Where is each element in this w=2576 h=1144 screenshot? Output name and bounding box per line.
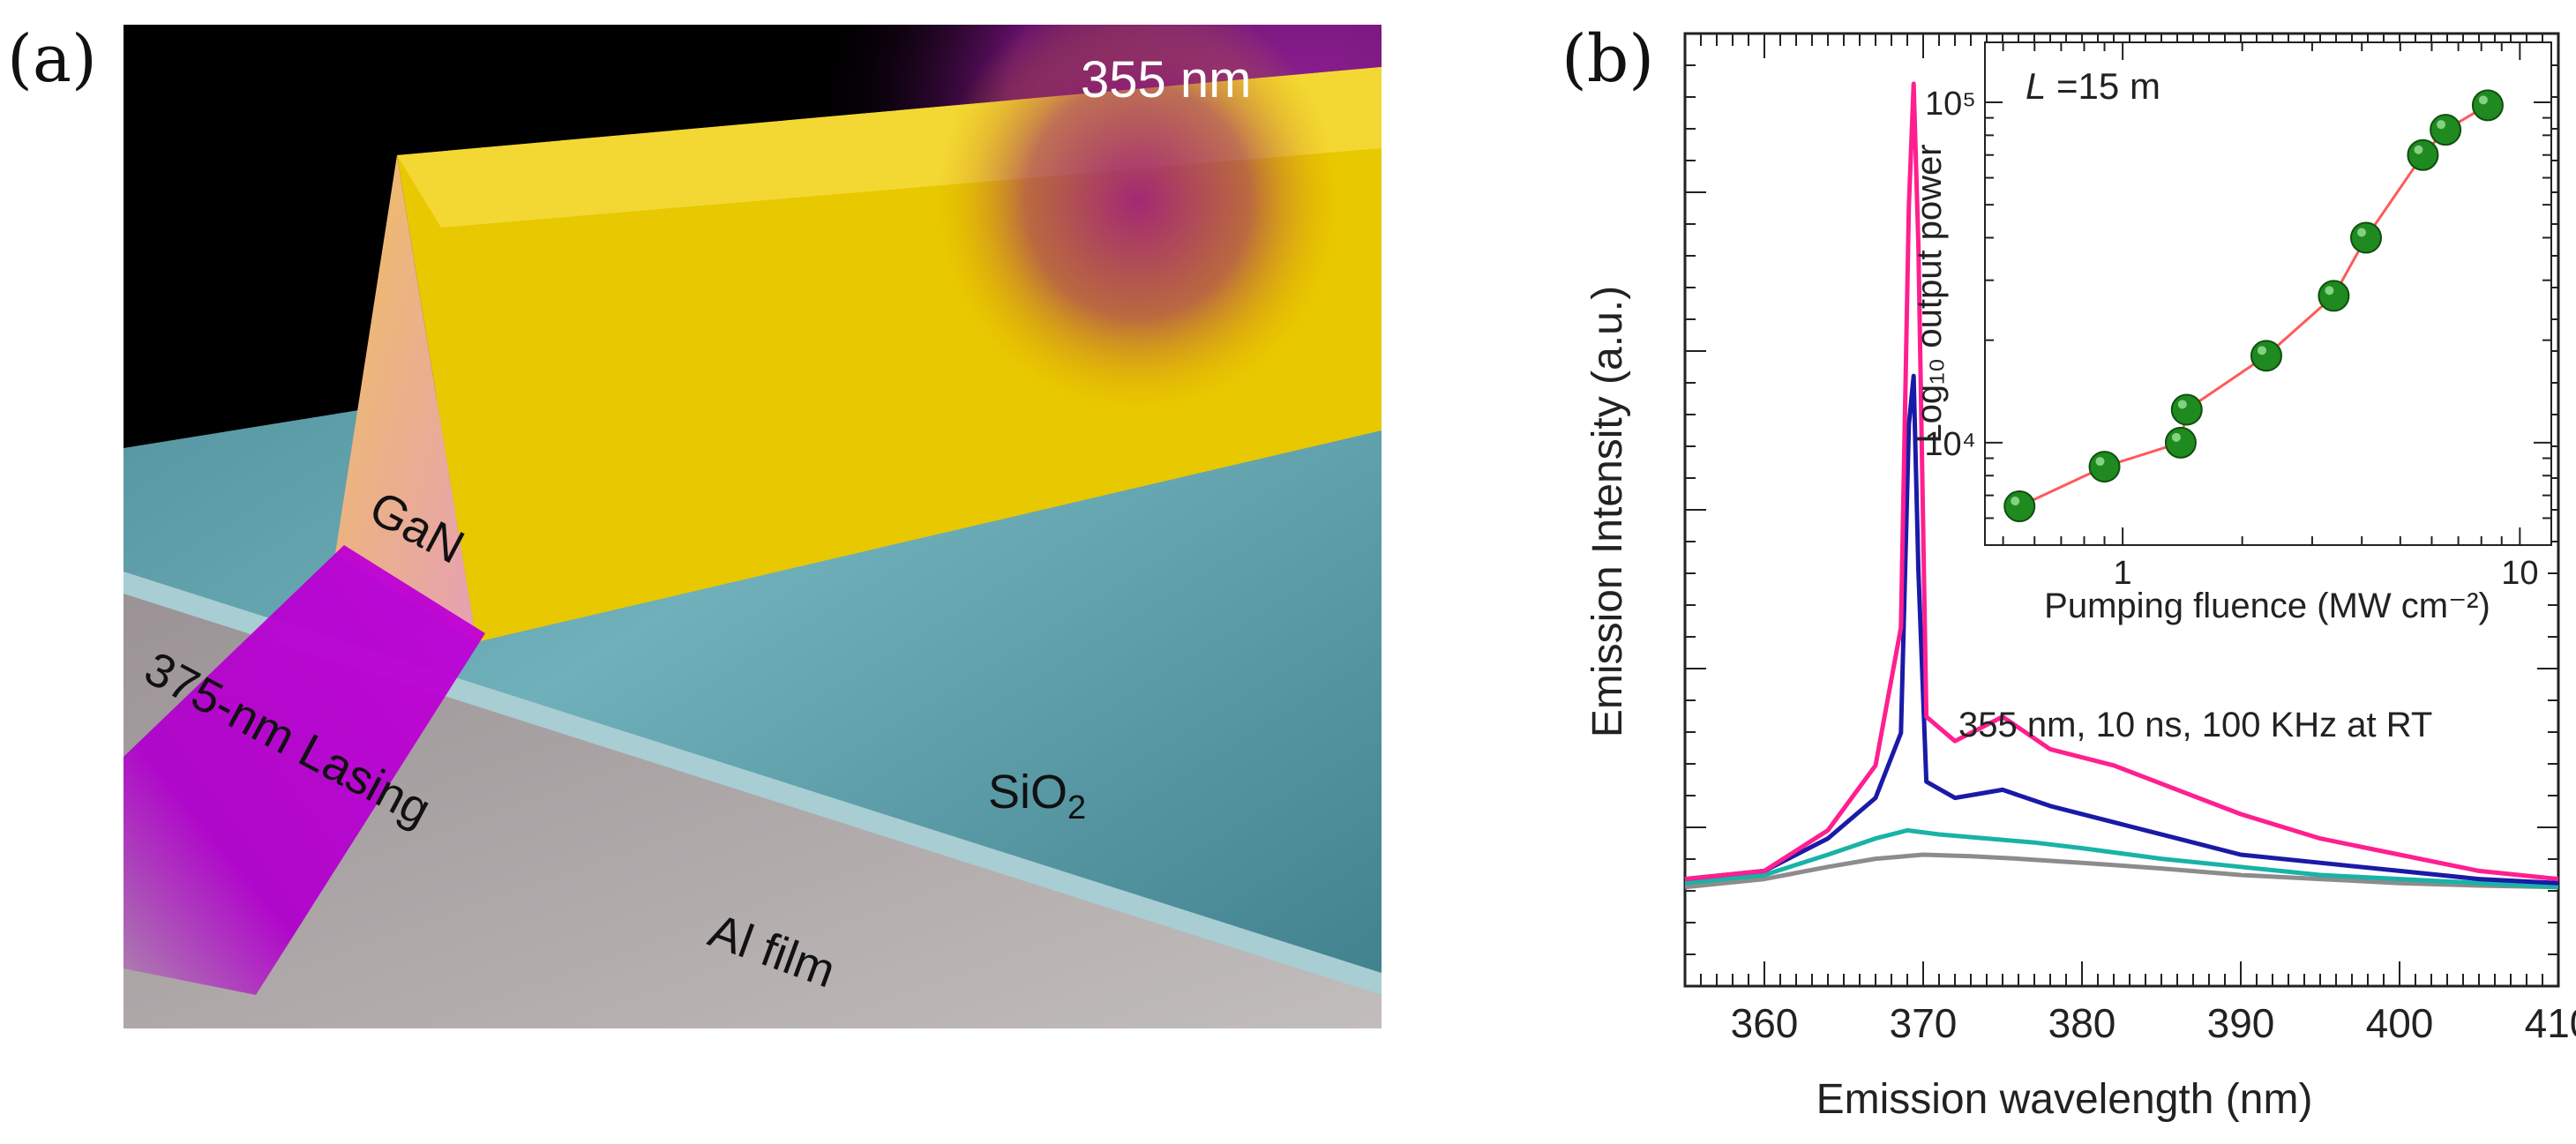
inset-data-point [2003,490,2036,523]
inset-point-highlight [2478,95,2488,105]
inset-fit-curve [2018,104,2489,508]
inset-point-highlight [2437,120,2446,130]
y-axis-label: Emission Intensity (a.u.) [1584,286,1631,737]
inset-data-point [2471,89,2504,122]
inset-data-point [2318,280,2350,312]
inset-x-tick-label: 10 [2501,555,2538,592]
lasing-beam [124,545,485,995]
inset-point-highlight [2325,286,2334,295]
spectrum-series-line [1684,827,2559,890]
conditions-annotation: 355 nm, 10 ns, 100 KHz at RT [1958,706,2432,744]
x-tick-label: 380 [2048,1000,2116,1046]
inset-points-group [2003,89,2504,523]
inset-y-tick-label: 10⁴ [1924,426,1976,463]
inset-y-tick-label: 10⁵ [1925,86,1976,123]
pump-wavelength-label: 355 nm [1081,51,1251,108]
inset-point-highlight [2257,346,2266,355]
inset-point-highlight [2011,497,2020,506]
spectrum-series-line [1684,373,2559,886]
inset-data-point [2088,451,2121,483]
x-tick-label: 410 [2525,1000,2576,1046]
inset-x-tick-label: 1 [2114,555,2132,592]
x-axis-label: Emission wavelength (nm) [1816,1076,2313,1123]
inset-data-point [2407,138,2439,171]
inset-data-point [2170,393,2203,426]
panel-b-label: (b) [1561,21,1655,97]
inset-data-point [2430,114,2462,146]
inset-point-highlight [2177,400,2187,409]
panel-a-label: (a) [7,21,97,97]
inset-data-point [2350,221,2383,254]
series-group [1684,81,2559,890]
inset-point-highlight [2414,145,2423,154]
spectrum-series-line [1684,81,2559,882]
inset-point-highlight [2171,432,2181,442]
inset-point-highlight [2357,228,2367,237]
gan-prism-face [335,155,476,642]
inset-data-point [2164,426,2197,459]
inset-tick-group: 1 10 10⁴ 10⁵ [1924,42,2551,592]
inset-length-label: L =15 m [2026,65,2160,107]
x-tick-label: 390 [2207,1000,2275,1046]
pump-spot [935,25,1341,413]
inset-data-point [2250,340,2282,372]
inset-point-highlight [2095,457,2105,467]
substrate-label: SiO2 [988,766,1086,826]
inset-x-axis-label: Pumping fluence (MW cm⁻²) [2044,587,2490,625]
panel-b-chart: 360 370 380 390 400 410 Emission wavelength (… [1584,32,2576,1123]
inset-y-axis-label: Log₁₀ output power [1910,144,1949,443]
spectrum-series-line [1684,852,2559,890]
x-tick-label: 370 [1890,1000,1958,1046]
panel-a-illustration: 355 nm GaN 375-nm Lasing SiO2 Al film [124,25,1382,1028]
x-tick-label: 400 [2366,1000,2434,1046]
x-tick-label: 360 [1731,1000,1799,1046]
